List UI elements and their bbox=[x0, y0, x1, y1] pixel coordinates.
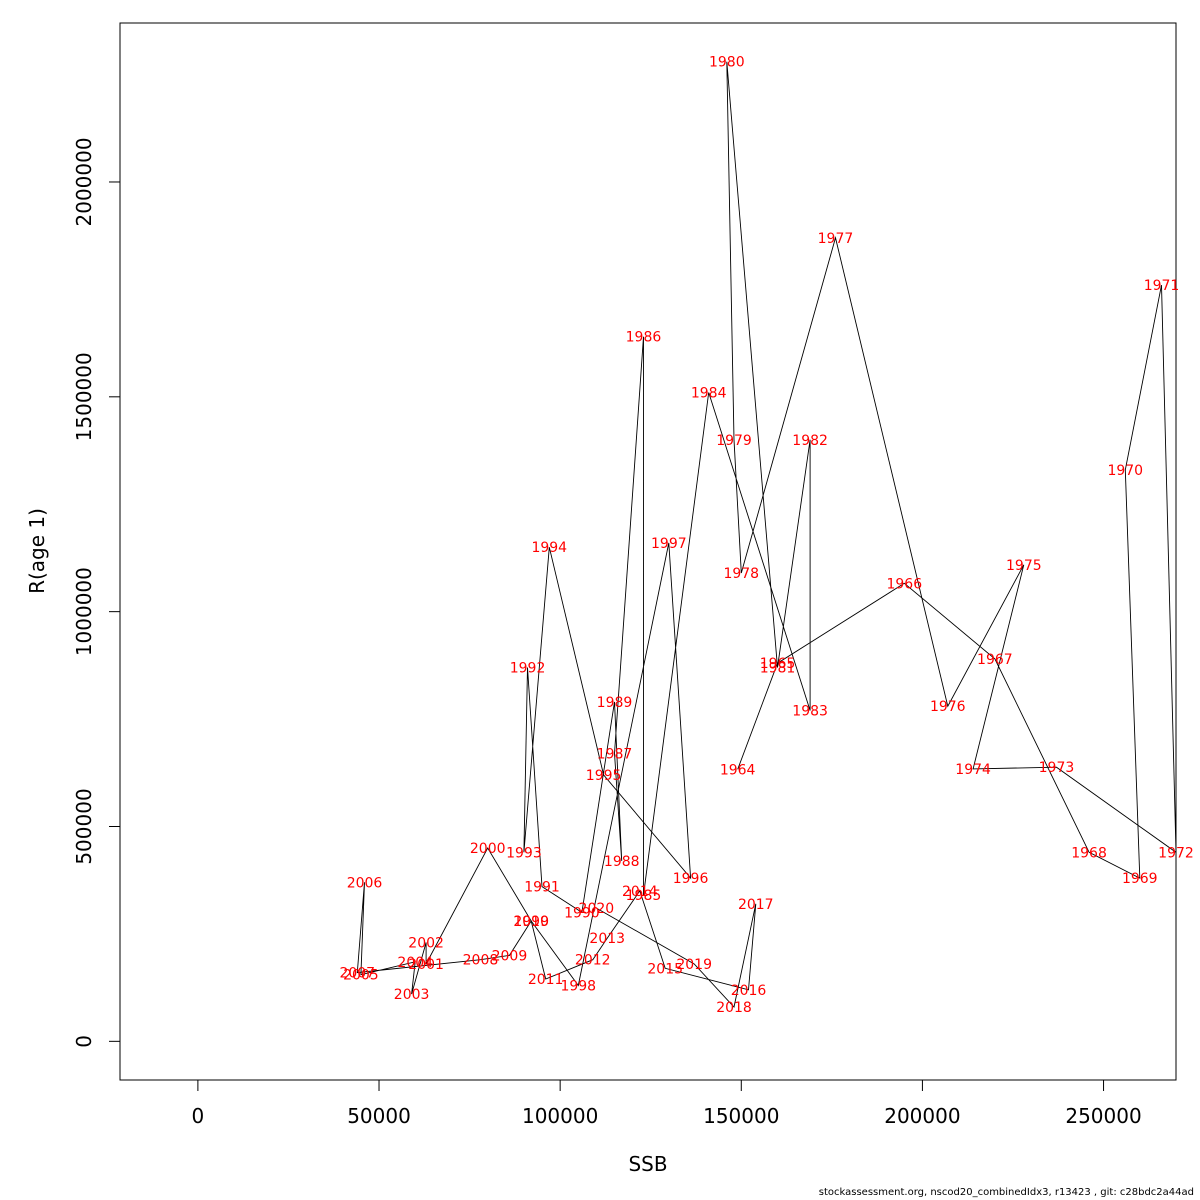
y-tick-label: 1000000 bbox=[72, 567, 96, 656]
point-label-2003: 2003 bbox=[394, 987, 430, 1003]
point-label-1981: 1981 bbox=[760, 661, 796, 677]
point-label-2002: 2002 bbox=[408, 936, 444, 952]
plot-frame bbox=[119, 22, 1177, 1081]
point-label-1966: 1966 bbox=[886, 576, 922, 592]
series-path-group bbox=[356, 61, 1177, 1008]
point-label-1968: 1968 bbox=[1071, 845, 1107, 861]
point-labels-group: 1964 1965 1966 1967 1968 1969 1970 1971 1972 1973… bbox=[339, 55, 1193, 1016]
point-label-1977: 1977 bbox=[818, 231, 854, 247]
point-label-1964: 1964 bbox=[720, 762, 756, 778]
point-label-1988: 1988 bbox=[604, 854, 640, 870]
point-label-1987: 1987 bbox=[597, 746, 633, 762]
point-label-2010: 2010 bbox=[513, 914, 549, 930]
point-label-1980: 1980 bbox=[709, 55, 745, 71]
point-label-2007: 2007 bbox=[339, 966, 375, 982]
point-label-1999: 1999 bbox=[513, 914, 549, 930]
point-label-1979: 1979 bbox=[716, 433, 752, 449]
point-label-2020: 2020 bbox=[579, 901, 615, 917]
point-label-2001: 2001 bbox=[408, 957, 444, 973]
x-tick-label: 150000 bbox=[703, 1104, 779, 1128]
point-label-1973: 1973 bbox=[1039, 760, 1075, 776]
y-tick-label: 0 bbox=[72, 1035, 96, 1048]
x-tick-label: 250000 bbox=[1065, 1104, 1141, 1128]
point-label-2015: 2015 bbox=[647, 961, 683, 977]
point-label-2019: 2019 bbox=[676, 957, 712, 973]
point-label-1983: 1983 bbox=[792, 703, 828, 719]
point-label-1997: 1997 bbox=[651, 536, 687, 552]
point-label-1989: 1989 bbox=[597, 695, 633, 711]
point-label-2008: 2008 bbox=[463, 953, 499, 969]
x-tick-label: 100000 bbox=[522, 1104, 598, 1128]
point-label-2009: 2009 bbox=[492, 948, 528, 964]
y-tick-label: 1500000 bbox=[72, 352, 96, 441]
y-axis-title: R(age 1) bbox=[25, 508, 49, 594]
point-label-2000: 2000 bbox=[470, 841, 506, 857]
point-label-1971: 1971 bbox=[1144, 278, 1180, 294]
point-label-1982: 1982 bbox=[792, 433, 828, 449]
x-tick-label: 0 bbox=[192, 1104, 205, 1128]
point-label-2018: 2018 bbox=[716, 1000, 752, 1016]
point-label-2017: 2017 bbox=[738, 897, 774, 913]
point-label-1986: 1986 bbox=[626, 330, 662, 346]
x-tick-label: 50000 bbox=[347, 1104, 411, 1128]
point-label-1993: 1993 bbox=[506, 845, 542, 861]
point-label-2005: 2005 bbox=[343, 968, 379, 984]
point-label-1990: 1990 bbox=[564, 905, 600, 921]
point-label-1969: 1969 bbox=[1122, 871, 1158, 887]
point-label-2006: 2006 bbox=[347, 875, 383, 891]
point-label-1984: 1984 bbox=[691, 386, 727, 402]
point-label-1976: 1976 bbox=[930, 699, 966, 715]
y-axis-ticks: 0 500000 1000000 1500000 2000000 bbox=[72, 137, 120, 1048]
point-label-1975: 1975 bbox=[1006, 558, 1042, 574]
series-line bbox=[356, 61, 1177, 1008]
point-label-2011: 2011 bbox=[528, 972, 564, 988]
point-label-2004: 2004 bbox=[397, 955, 433, 971]
point-label-2014: 2014 bbox=[622, 884, 658, 900]
point-label-2016: 2016 bbox=[731, 983, 767, 999]
x-axis-title: SSB bbox=[628, 1152, 667, 1176]
point-label-1965: 1965 bbox=[760, 656, 796, 672]
x-tick-label: 200000 bbox=[884, 1104, 960, 1128]
point-label-1994: 1994 bbox=[531, 540, 567, 556]
point-label-1998: 1998 bbox=[560, 978, 596, 994]
point-label-1996: 1996 bbox=[673, 871, 709, 887]
point-label-1970: 1970 bbox=[1107, 463, 1143, 479]
point-label-1992: 1992 bbox=[510, 661, 546, 677]
point-label-1978: 1978 bbox=[723, 566, 759, 582]
point-label-1995: 1995 bbox=[586, 768, 622, 784]
y-tick-label: 2000000 bbox=[72, 137, 96, 226]
point-label-2012: 2012 bbox=[575, 953, 611, 969]
x-axis-ticks: 0 50000 100000 150000 200000 250000 bbox=[192, 1080, 1142, 1128]
footer-note: stockassessment.org, nscod20_combinedIdx… bbox=[818, 1187, 1194, 1198]
y-tick-label: 500000 bbox=[72, 788, 96, 864]
point-label-1985: 1985 bbox=[626, 888, 662, 904]
point-label-1972: 1972 bbox=[1158, 845, 1194, 861]
point-label-1991: 1991 bbox=[524, 880, 560, 896]
point-label-1974: 1974 bbox=[955, 762, 991, 778]
point-label-2013: 2013 bbox=[589, 931, 625, 947]
point-label-1967: 1967 bbox=[977, 652, 1013, 668]
